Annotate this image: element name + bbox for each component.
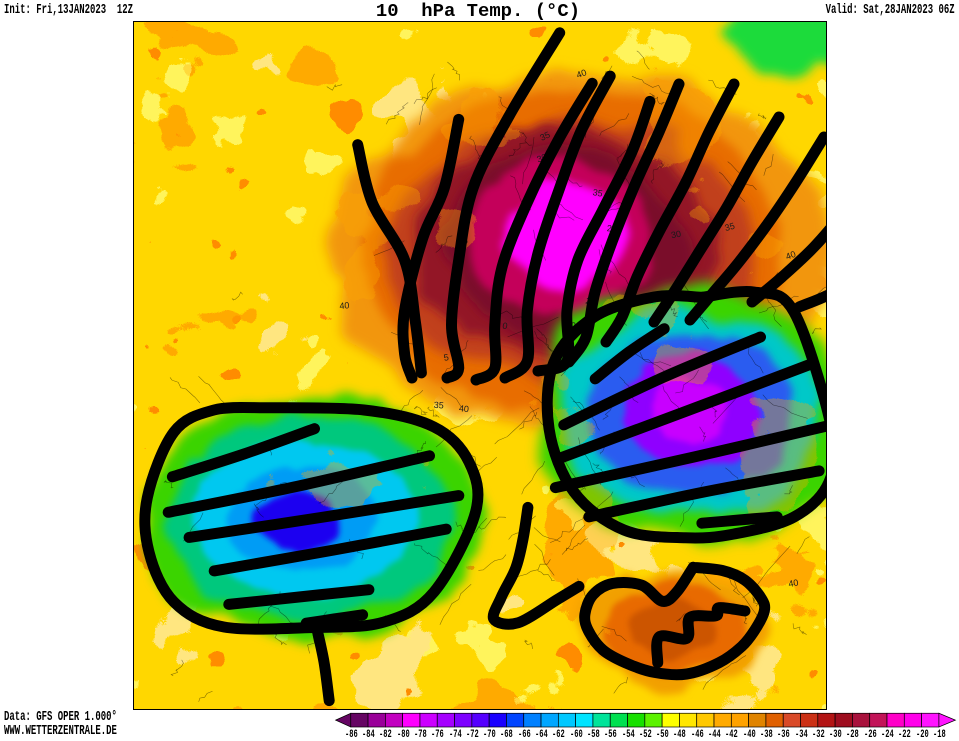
svg-text:30: 30 [670, 229, 682, 241]
svg-text:40: 40 [339, 300, 350, 311]
svg-text:35: 35 [592, 187, 604, 199]
svg-text:40: 40 [788, 577, 800, 589]
svg-text:40: 40 [459, 403, 470, 414]
svg-text:35: 35 [433, 400, 444, 411]
